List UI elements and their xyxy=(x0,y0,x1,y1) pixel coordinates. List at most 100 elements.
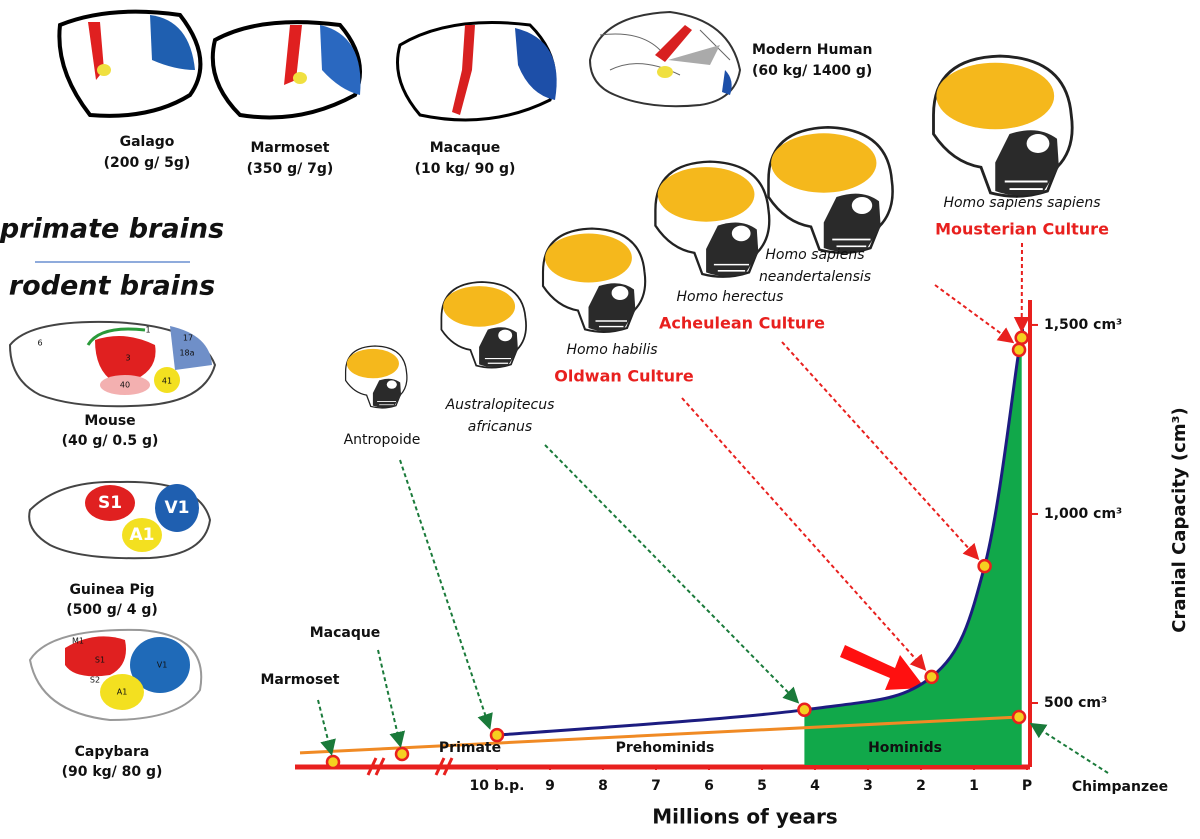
area-label: 1 xyxy=(145,326,150,335)
data-point xyxy=(977,558,992,574)
data-point xyxy=(797,702,812,718)
pointer-arrow xyxy=(681,397,927,671)
chimp-line xyxy=(496,715,1020,745)
area-label: 18a xyxy=(179,349,194,358)
x-tick-label: 3 xyxy=(863,778,873,794)
guinea-pig-brain xyxy=(28,480,212,560)
area-label: 3 xyxy=(125,354,130,363)
skull xyxy=(654,160,771,278)
area-label: 41 xyxy=(162,377,172,386)
macaque-brain xyxy=(396,21,557,122)
data-point xyxy=(1011,342,1027,358)
x-tick-label: 7 xyxy=(651,778,661,794)
area-label: V1 xyxy=(157,661,168,670)
capybara-brain xyxy=(28,628,203,722)
data-point xyxy=(1014,330,1029,346)
stub-label: Macaque xyxy=(310,625,381,641)
pointer-arrow xyxy=(377,649,406,748)
marmoset-brain xyxy=(210,20,362,120)
area-label: S2 xyxy=(90,676,100,685)
area-label: 17 xyxy=(183,334,193,343)
x-tick-label: 4 xyxy=(810,778,820,794)
skull xyxy=(767,126,894,254)
culture: Acheulean Culture xyxy=(659,314,825,333)
pointer-arrow xyxy=(544,444,800,704)
x-tick-label: 8 xyxy=(598,778,608,794)
brain-size: (200 g/ 5g) xyxy=(104,155,191,171)
brain-name: Capybara xyxy=(75,744,150,760)
stub-label: Marmoset xyxy=(260,672,339,688)
heading: primate brains xyxy=(0,214,224,245)
brain-name: Galago xyxy=(120,134,175,150)
area-label: V1 xyxy=(165,498,190,518)
skull xyxy=(344,345,408,409)
brain-size: (500 g/ 4 g) xyxy=(66,602,158,618)
region-label: Prehominids xyxy=(616,740,715,756)
brain-name: Marmoset xyxy=(250,140,329,156)
culture: Mousterian Culture xyxy=(935,220,1109,239)
data-point xyxy=(924,669,939,685)
brain-size: (60 kg/ 1400 g) xyxy=(752,63,872,79)
area-label: S1 xyxy=(98,493,122,513)
y-tick-label: 1,500 cm³ xyxy=(1044,317,1122,333)
pointer-arrow xyxy=(1029,722,1109,774)
x-tick-label: 6 xyxy=(704,778,714,794)
data-point xyxy=(489,727,505,743)
brain-size: (40 g/ 0.5 g) xyxy=(62,433,159,449)
y-tick-label: 1,000 cm³ xyxy=(1044,506,1122,522)
area-label: M1 xyxy=(72,637,84,646)
area-label: A1 xyxy=(130,525,155,545)
y-axis-label: Cranial Capacity (cm³) xyxy=(1169,407,1190,632)
pointer-arrow xyxy=(934,284,1015,344)
species-name: Homo habilis xyxy=(566,342,657,358)
area-label: A1 xyxy=(117,688,128,697)
brain-size: (90 kg/ 80 g) xyxy=(62,764,163,780)
mouse-brain xyxy=(8,320,217,408)
brain-size: (350 g/ 7g) xyxy=(247,161,334,177)
brain-name: Modern Human xyxy=(752,42,873,58)
culture: Oldwan Culture xyxy=(554,367,694,386)
stub-point xyxy=(394,746,410,762)
species-name: Antropoide xyxy=(344,432,421,448)
skull xyxy=(932,54,1074,198)
x-tick-label: P xyxy=(1022,778,1032,794)
region-label: Primate xyxy=(439,740,501,756)
highlight-arrow xyxy=(840,645,925,690)
skull xyxy=(440,281,527,369)
axis-break xyxy=(366,757,454,776)
pointer-arrow xyxy=(399,459,493,730)
x-tick-label: 5 xyxy=(757,778,767,794)
species-name: neandertalensis xyxy=(759,269,871,285)
y-tick-label: 500 cm³ xyxy=(1044,695,1107,711)
pointer-arrow xyxy=(317,699,336,756)
area-label: 6 xyxy=(37,339,42,348)
area-label: 40 xyxy=(120,381,130,390)
species-name: Homo sapiens xyxy=(765,247,864,263)
pointer-arrow xyxy=(781,341,980,561)
skull xyxy=(541,227,647,333)
chimp-label: Chimpanzee xyxy=(1072,779,1168,795)
species-name: africanus xyxy=(468,419,532,435)
x-tick-label: 1 xyxy=(969,778,979,794)
x-tick-label: 9 xyxy=(545,778,555,794)
x-tick-label: 2 xyxy=(916,778,926,794)
brain-name: Mouse xyxy=(84,413,135,429)
brain-size: (10 kg/ 90 g) xyxy=(415,161,516,177)
species-name: Homo herectus xyxy=(677,289,784,305)
brain-name: Macaque xyxy=(430,140,501,156)
chimp-point xyxy=(1011,709,1027,725)
region-label: Hominids xyxy=(868,740,942,756)
galago-brain xyxy=(57,9,203,118)
area-label: S1 xyxy=(95,656,105,665)
species-name: Australopitecus xyxy=(445,397,555,413)
stub-point xyxy=(325,754,341,770)
human-brain xyxy=(588,10,742,108)
hominid-area xyxy=(804,329,1023,765)
x-tick-label: 10 b.p. xyxy=(469,778,524,794)
species-name: Homo sapiens sapiens xyxy=(943,195,1100,211)
x-axis-label: Millions of years xyxy=(652,805,837,829)
brain-name: Guinea Pig xyxy=(69,582,154,598)
heading: rodent brains xyxy=(9,271,215,302)
